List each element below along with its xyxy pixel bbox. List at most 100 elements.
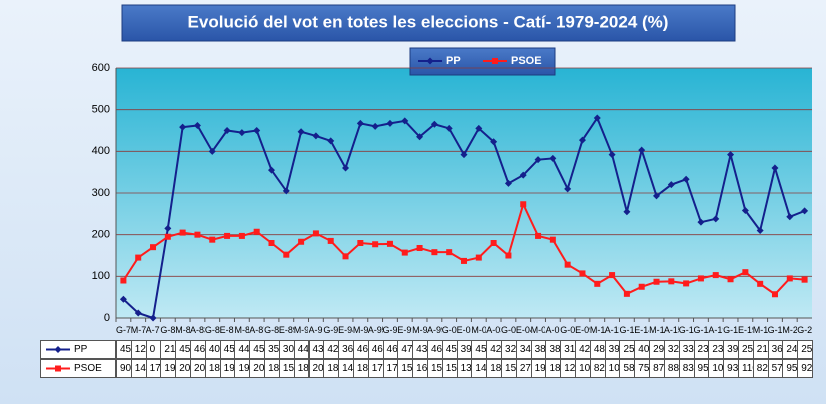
marker: [120, 277, 127, 284]
legend-label: PP: [446, 55, 461, 67]
marker: [179, 229, 186, 236]
table-cell: 480: [589, 340, 606, 359]
table-cell: 467: [352, 340, 369, 359]
marker: [623, 290, 630, 297]
table-cell: 437: [308, 340, 325, 359]
table-cell: 400: [204, 340, 221, 359]
marker: [490, 240, 497, 246]
marker: [594, 280, 601, 287]
y-tick-label: 400: [92, 145, 110, 157]
marker: [426, 57, 434, 65]
marker: [312, 230, 319, 237]
table-cell: 467: [382, 340, 399, 359]
x-tick-label: M-23: [782, 325, 798, 335]
table-cell: 455: [471, 340, 488, 359]
table-cell: 450: [249, 340, 266, 359]
table-cell: 185: [323, 359, 340, 378]
table-cell: 455: [441, 340, 458, 359]
table-cell: 205: [175, 359, 192, 378]
marker: [253, 127, 261, 134]
table-cell: 107: [575, 359, 591, 378]
table-cell: 148: [338, 359, 354, 378]
x-tick-label: G-89: [264, 325, 279, 335]
x-tick-label: M-91: [293, 325, 309, 335]
table-row-header: [40, 359, 116, 378]
marker: [283, 251, 290, 258]
marker: [638, 283, 645, 290]
x-tick-label: M-83: [175, 325, 191, 335]
table-cell: 392: [456, 340, 473, 359]
table-cell: 197: [530, 359, 547, 378]
table-cell: 82: [589, 359, 606, 378]
table-cell: 83: [678, 359, 695, 378]
marker: [608, 151, 616, 159]
marker: [238, 129, 246, 137]
y-tick-label: 100: [92, 270, 110, 282]
table-cell: 103: [604, 359, 621, 378]
x-tick-label: E-04: [515, 325, 531, 335]
marker: [179, 123, 187, 131]
table-cell: 93: [723, 359, 739, 378]
table-cell: 258: [737, 340, 754, 359]
marker: [549, 236, 556, 243]
table-cell: 320: [663, 340, 680, 359]
table-cell: 465: [426, 340, 443, 359]
marker: [461, 257, 467, 264]
plot-area: [116, 68, 812, 318]
x-tick-label: A-99: [426, 325, 442, 335]
marker: [238, 232, 245, 239]
legend-label: PSOE: [511, 55, 542, 67]
table-cell: 355: [264, 340, 280, 359]
table-cell: 323: [501, 340, 517, 359]
marker: [727, 276, 734, 283]
x-tick-label: G-00: [441, 325, 457, 335]
marker: [771, 291, 778, 298]
marker: [135, 254, 142, 261]
marker: [460, 151, 468, 159]
x-tick-label: M-15: [649, 325, 664, 335]
chart-title: Evolució del vot en totes les eleccions …: [188, 12, 669, 31]
table-cell: 447: [293, 340, 310, 359]
marker: [579, 270, 586, 277]
x-tick-label: M-07: [530, 325, 546, 335]
table-cell: 195: [160, 359, 177, 378]
marker: [119, 295, 127, 303]
table-cell: 12: [130, 340, 147, 359]
marker: [609, 272, 616, 279]
marker: [683, 280, 690, 287]
x-tick-label: A-15: [663, 325, 679, 335]
marker: [623, 208, 631, 216]
marker: [757, 280, 764, 287]
x-tick-label: M-03: [471, 325, 487, 335]
table-cell: 158: [441, 359, 458, 378]
table-cell: 180: [352, 359, 369, 378]
table-cell: 158: [426, 359, 443, 378]
marker: [342, 164, 350, 172]
marker: [342, 253, 349, 260]
table-cell: 180: [264, 359, 280, 378]
x-tick-label: G-82: [160, 325, 176, 335]
table-cell: 150: [501, 359, 517, 378]
marker: [223, 127, 231, 134]
x-tick-label: M-79: [130, 325, 146, 335]
x-tick-label: A-07: [545, 325, 560, 335]
x-tick-label: E-09: [575, 325, 590, 335]
table-cell: 90: [116, 359, 132, 378]
marker: [667, 181, 675, 189]
marker: [164, 233, 171, 240]
table-cell: 380: [530, 340, 547, 359]
x-tick-label: A-03: [486, 325, 501, 335]
x-tick-label: A-19: [708, 325, 723, 335]
marker: [401, 117, 409, 125]
marker: [356, 119, 364, 127]
table-cell: 145: [471, 359, 488, 378]
marker: [801, 276, 808, 283]
marker: [312, 132, 320, 140]
series-line: [122, 201, 805, 296]
table-cell: 92: [797, 359, 813, 378]
marker: [357, 240, 364, 246]
table-cell: 423: [486, 340, 502, 359]
marker: [209, 236, 216, 243]
marker: [519, 171, 527, 179]
